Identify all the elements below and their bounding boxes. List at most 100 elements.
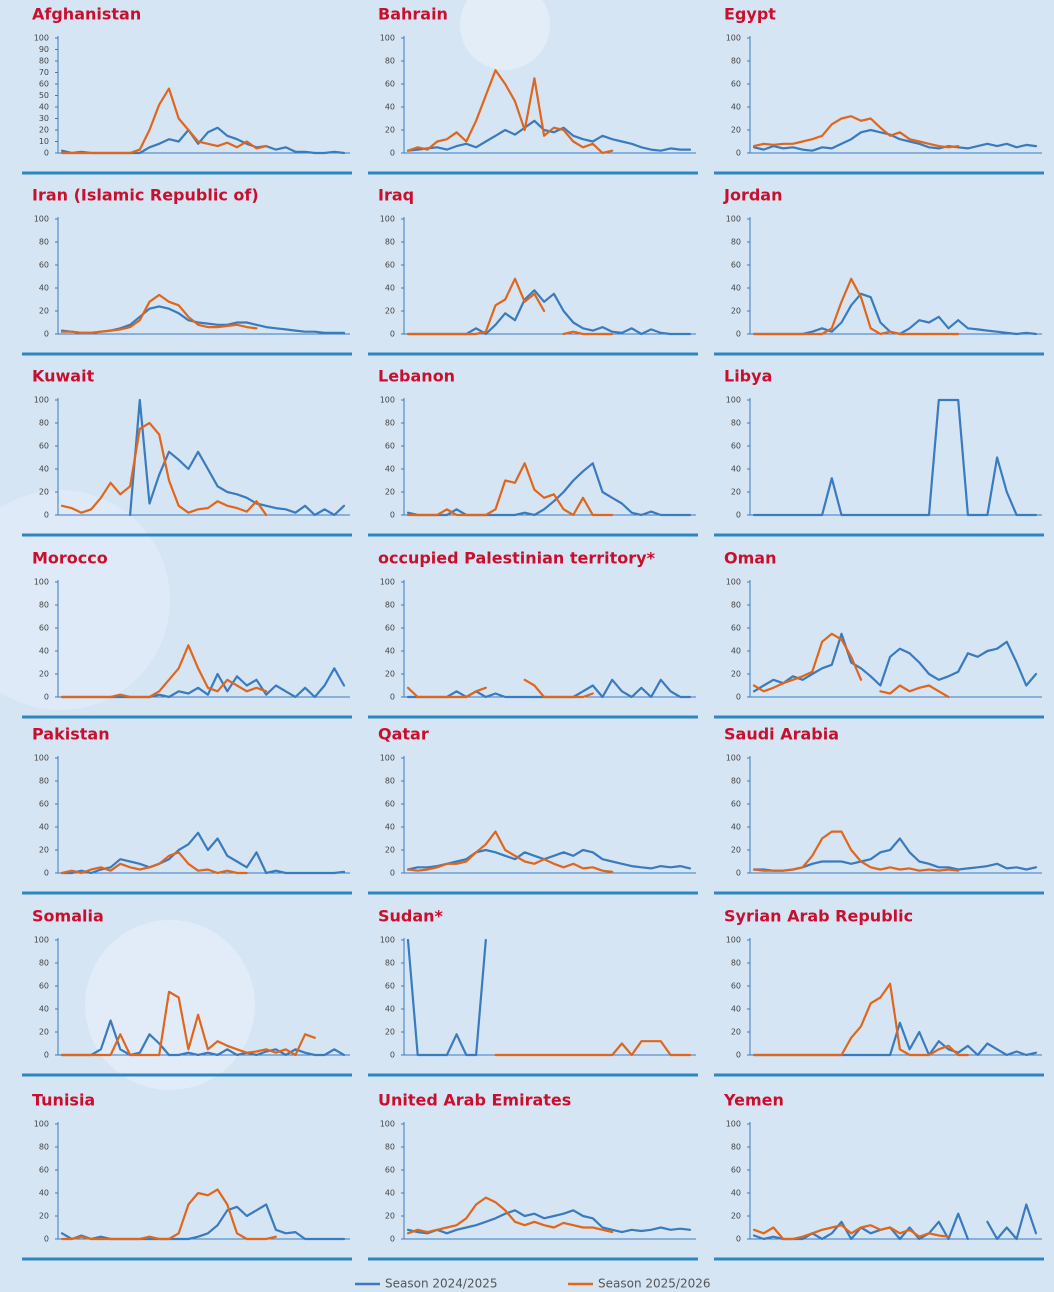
y-tick-label: 20 xyxy=(731,846,741,855)
y-tick-label: 0 xyxy=(44,149,49,158)
y-tick-label: 40 xyxy=(385,1189,395,1198)
y-tick-label: 80 xyxy=(731,57,741,66)
y-tick-label: 80 xyxy=(731,419,741,428)
y-tick-label: 60 xyxy=(39,1166,49,1175)
y-tick-label: 80 xyxy=(385,601,395,610)
series-line xyxy=(494,1040,692,1057)
y-tick-label: 20 xyxy=(731,1212,741,1221)
y-tick-label: 80 xyxy=(385,777,395,786)
panel-title: Syrian Arab Republic xyxy=(724,907,913,926)
y-tick-label: 100 xyxy=(380,34,395,43)
y-tick-label: 20 xyxy=(385,1212,395,1221)
y-tick-label: 100 xyxy=(34,578,49,587)
panel: Jordan 0 20 40 60 80 100 xyxy=(714,186,1044,356)
y-tick-label: 80 xyxy=(731,777,741,786)
background-decoration xyxy=(460,0,550,70)
y-tick-label: 60 xyxy=(39,442,49,451)
panel: Oman 0 20 40 60 80 100 xyxy=(714,549,1044,719)
y-tick-label: 100 xyxy=(726,578,741,587)
y-tick-label: 100 xyxy=(34,215,49,224)
y-tick-label: 80 xyxy=(385,419,395,428)
series-line xyxy=(406,848,692,871)
series-line xyxy=(406,69,614,155)
panel-title: Kuwait xyxy=(32,367,95,386)
series-line xyxy=(60,851,248,875)
panel-title: occupied Palestinian territory* xyxy=(378,549,656,568)
y-tick-label: 40 xyxy=(39,465,49,474)
panel-title: Morocco xyxy=(32,549,108,568)
y-tick-label: 40 xyxy=(39,284,49,293)
panel: Morocco 0 20 40 60 80 100 xyxy=(22,549,352,719)
y-tick-label: 20 xyxy=(731,488,741,497)
series-line xyxy=(406,462,614,517)
series-line xyxy=(752,830,960,872)
series-line xyxy=(60,293,258,334)
panel-title: Qatar xyxy=(378,725,429,744)
y-tick-label: 80 xyxy=(39,419,49,428)
y-tick-label: 40 xyxy=(39,823,49,832)
y-tick-label: 60 xyxy=(385,624,395,633)
series-line xyxy=(752,398,1038,517)
panel-title: Pakistan xyxy=(32,725,110,744)
y-tick-label: 20 xyxy=(39,1212,49,1221)
series-line xyxy=(406,678,594,699)
panel: Qatar 0 20 40 60 80 100 xyxy=(368,725,698,895)
y-tick-label: 80 xyxy=(385,959,395,968)
series-line xyxy=(752,277,960,336)
legend-label: Season 2024/2025 xyxy=(385,1277,498,1291)
series-line xyxy=(60,1188,277,1241)
y-tick-label: 60 xyxy=(731,80,741,89)
y-tick-label: 40 xyxy=(731,1189,741,1198)
y-tick-label: 40 xyxy=(731,284,741,293)
y-tick-label: 100 xyxy=(380,215,395,224)
series-line xyxy=(60,87,268,155)
y-tick-label: 20 xyxy=(385,488,395,497)
y-tick-label: 100 xyxy=(380,396,395,405)
y-tick-label: 60 xyxy=(385,80,395,89)
y-tick-label: 40 xyxy=(731,823,741,832)
series-line xyxy=(406,289,692,336)
series-line xyxy=(60,990,316,1057)
y-tick-label: 0 xyxy=(44,869,49,878)
series-line xyxy=(752,1203,1038,1241)
y-tick-label: 40 xyxy=(731,647,741,656)
y-tick-label: 60 xyxy=(731,982,741,991)
series-line xyxy=(406,277,614,336)
legend-label: Season 2025/2026 xyxy=(598,1277,711,1291)
y-tick-label: 0 xyxy=(390,869,395,878)
y-tick-label: 100 xyxy=(34,396,49,405)
y-tick-label: 80 xyxy=(385,238,395,247)
y-tick-label: 80 xyxy=(39,959,49,968)
panel-title: Bahrain xyxy=(378,5,448,24)
y-tick-label: 20 xyxy=(731,1028,741,1037)
y-tick-label: 40 xyxy=(39,103,49,112)
panel: Yemen 0 20 40 60 80 100 xyxy=(714,1091,1044,1261)
panel-title: Saudi Arabia xyxy=(724,725,839,744)
series-line xyxy=(752,115,960,149)
panel-title: United Arab Emirates xyxy=(378,1091,571,1110)
y-tick-label: 0 xyxy=(390,149,395,158)
y-tick-label: 100 xyxy=(380,1120,395,1129)
y-tick-label: 30 xyxy=(39,114,49,123)
panel: Saudi Arabia 0 20 40 60 80 100 xyxy=(714,725,1044,895)
series-line xyxy=(406,462,692,517)
series-line xyxy=(129,398,346,517)
y-tick-label: 80 xyxy=(39,601,49,610)
y-tick-label: 70 xyxy=(39,68,49,77)
y-tick-label: 0 xyxy=(44,330,49,339)
y-tick-label: 60 xyxy=(385,442,395,451)
series-line xyxy=(60,305,346,334)
y-tick-label: 20 xyxy=(385,307,395,316)
y-tick-label: 20 xyxy=(731,126,741,135)
y-tick-label: 0 xyxy=(736,149,741,158)
series-line xyxy=(406,830,614,873)
y-tick-label: 0 xyxy=(736,1235,741,1244)
panel-title: Tunisia xyxy=(32,1091,95,1110)
y-tick-label: 60 xyxy=(385,800,395,809)
series-line xyxy=(60,421,268,517)
y-tick-label: 0 xyxy=(44,511,49,520)
y-tick-label: 60 xyxy=(731,624,741,633)
panel-title: Egypt xyxy=(724,5,776,24)
y-tick-label: 20 xyxy=(39,846,49,855)
